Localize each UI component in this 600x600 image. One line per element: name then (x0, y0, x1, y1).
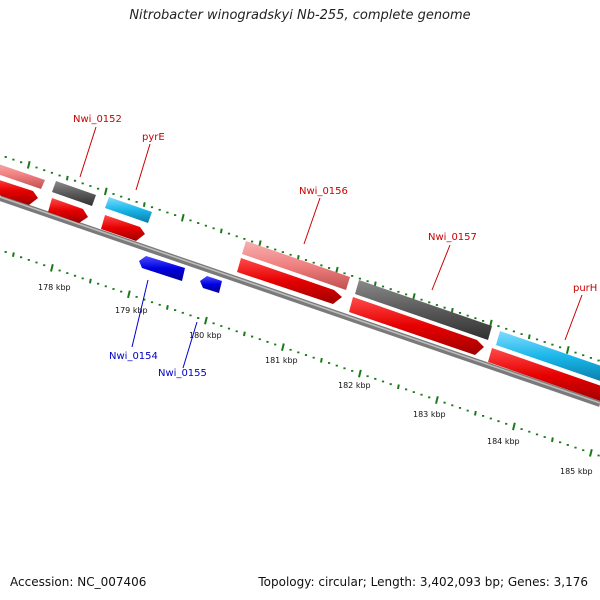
gene-box[interactable] (52, 181, 96, 206)
cds-arrow[interactable] (237, 258, 342, 304)
scale-labels: 178 kbp 179 kbp 180 kbp 181 kbp 182 kbp … (38, 283, 593, 476)
gene-box[interactable] (0, 161, 45, 189)
major-tick (26, 160, 31, 169)
gene-track (0, 161, 600, 383)
major-tick (180, 213, 185, 222)
scale-label: 185 kbp (560, 467, 593, 476)
scale-label: 178 kbp (38, 283, 71, 292)
cds-arrow-reverse[interactable] (200, 276, 222, 293)
gene-label: Nwi_0155 (158, 368, 207, 379)
gene-label: purH (573, 283, 597, 294)
minor-tick (551, 437, 554, 443)
gene-box[interactable] (105, 197, 152, 223)
minor-tick (89, 278, 92, 284)
minor-tick (527, 334, 531, 340)
major-tick (103, 187, 108, 196)
accession-text: Accession: NC_007406 (10, 575, 147, 589)
scale-label: 179 kbp (115, 306, 148, 315)
gene-label: Nwi_0154 (109, 351, 158, 362)
genome-backbone (0, 195, 600, 407)
minor-tick (219, 228, 223, 234)
minor-tick (373, 281, 377, 287)
reverse-cds-track (139, 256, 222, 293)
minor-tick (397, 384, 400, 390)
major-tick (358, 369, 362, 378)
major-tick (281, 343, 285, 352)
gene-label: Nwi_0152 (73, 114, 122, 125)
gene-label: Nwi_0156 (299, 186, 348, 197)
map-title: Nitrobacter winogradskyi Nb-255, complet… (129, 8, 471, 23)
cds-arrow[interactable] (48, 198, 88, 223)
minor-tick (65, 175, 69, 181)
major-tick (127, 290, 131, 299)
gene-box[interactable] (242, 241, 350, 290)
cds-arrow[interactable] (488, 348, 600, 403)
cds-arrow-reverse[interactable] (139, 256, 185, 281)
inner-tick-track (4, 251, 600, 457)
major-tick (589, 448, 593, 457)
gene-box[interactable] (496, 331, 600, 383)
minor-tick (450, 307, 454, 313)
major-tick (512, 422, 516, 431)
gene-label: pyrE (142, 132, 165, 143)
minor-tick (296, 255, 300, 260)
minor-tick (142, 202, 146, 207)
gene-labels: Nwi_0152 pyrE Nwi_0156 Nwi_0157 purH Nwi… (73, 114, 597, 379)
major-tick (435, 396, 439, 404)
minor-tick (166, 305, 169, 310)
scale-label: 184 kbp (487, 437, 520, 446)
minor-tick (12, 252, 15, 257)
scale-label: 183 kbp (413, 410, 446, 419)
minor-tick (320, 357, 323, 363)
scale-label: 182 kbp (338, 381, 371, 390)
cds-arrow[interactable] (101, 215, 145, 241)
genome-summary-text: Topology: circular; Length: 3,402,093 bp… (258, 575, 588, 589)
cds-arrow[interactable] (349, 297, 484, 355)
gene-box[interactable] (355, 280, 492, 340)
major-tick (204, 316, 208, 325)
scale-label: 181 kbp (265, 356, 298, 365)
major-tick (565, 346, 570, 354)
minor-tick (243, 331, 246, 337)
major-tick (50, 263, 54, 272)
forward-cds-track (0, 177, 600, 403)
minor-tick (474, 410, 477, 416)
cds-arrow[interactable] (0, 177, 38, 205)
label-leaders (79, 126, 583, 369)
scale-label: 180 kbp (189, 331, 222, 340)
gene-label: Nwi_0157 (428, 232, 477, 243)
